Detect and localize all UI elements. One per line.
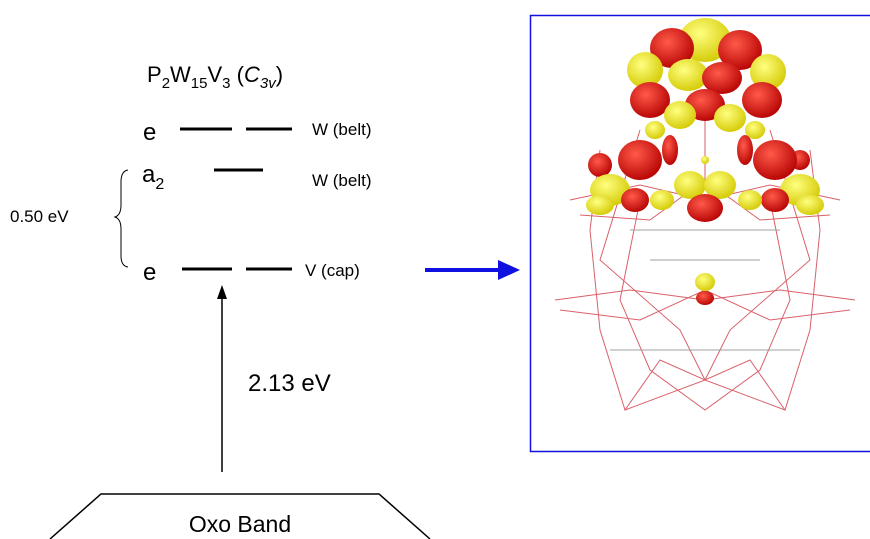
level-symbol-main: a [142, 161, 156, 188]
level-assignment: W (belt) [312, 120, 372, 139]
title-part: 3 [222, 75, 230, 92]
level-symbol-sub: 2 [155, 176, 164, 193]
title-part: ) [276, 62, 283, 87]
transition-label: 2.13 eV [248, 370, 331, 397]
brace [115, 170, 128, 267]
title-part: 3v [260, 75, 277, 92]
title-part: 2 [162, 75, 170, 92]
orbital-lobes [586, 18, 824, 305]
level-symbol: a2 [142, 161, 164, 193]
title-part: ( [231, 62, 245, 87]
title-part: W [170, 62, 191, 87]
arrow-head [498, 260, 520, 280]
level-symbol: e [143, 119, 156, 146]
diagram: P2W15V3 (C3v) e W (belt) a2 W (belt) e V… [0, 0, 870, 539]
level-symbol: e [143, 259, 156, 286]
title-part: V [207, 62, 222, 87]
title-part: P [147, 62, 162, 87]
title-part: C [244, 62, 260, 87]
arrow-head [217, 285, 227, 299]
level-assignment: V (cap) [305, 261, 360, 280]
gap-label: 0.50 eV [10, 207, 69, 226]
level-assignment: W (belt) [312, 171, 372, 190]
band-label: Oxo Band [189, 511, 291, 537]
title-part: 15 [191, 75, 208, 92]
title: P2W15V3 (C3v) [147, 62, 283, 92]
